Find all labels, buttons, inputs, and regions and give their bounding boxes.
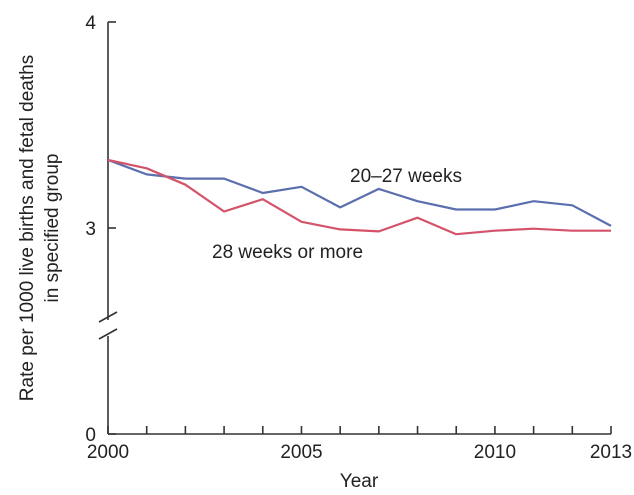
series-lines [107, 158, 612, 236]
x-tick-label-2005: 2005 [280, 442, 322, 463]
x-axis-title: Year [340, 471, 379, 492]
y-axis-title-line-1: Rate per 1000 live births and fetal deat… [17, 55, 38, 401]
x-tick-label-2013: 2013 [590, 442, 632, 463]
series-line-28-weeks-or-more [107, 158, 611, 236]
series-label-28-weeks-or-more: 28 weeks or more [212, 242, 363, 263]
y-axis-title: Rate per 1000 live births and fetal deat… [17, 55, 63, 401]
y-tick-label-4: 4 [85, 13, 96, 34]
series-line-20-27-weeks [107, 158, 612, 227]
x-tick-label-2010: 2010 [474, 442, 516, 463]
y-axis-tick-labels: 0 3 4 [85, 13, 96, 446]
x-tick-label-2000: 2000 [87, 442, 129, 463]
y-tick-label-3: 3 [85, 219, 96, 240]
y-axis-title-line-2: in specified group [42, 154, 63, 303]
y-axis-ticks [108, 21, 116, 435]
y-axis-break-marks [98, 311, 118, 340]
y-tick-label-0: 0 [85, 425, 96, 446]
x-axis-tick-labels: 2000 2005 2010 2013 [87, 442, 632, 463]
x-axis-ticks [107, 426, 612, 434]
series-label-20-27-weeks: 20–27 weeks [350, 166, 462, 187]
